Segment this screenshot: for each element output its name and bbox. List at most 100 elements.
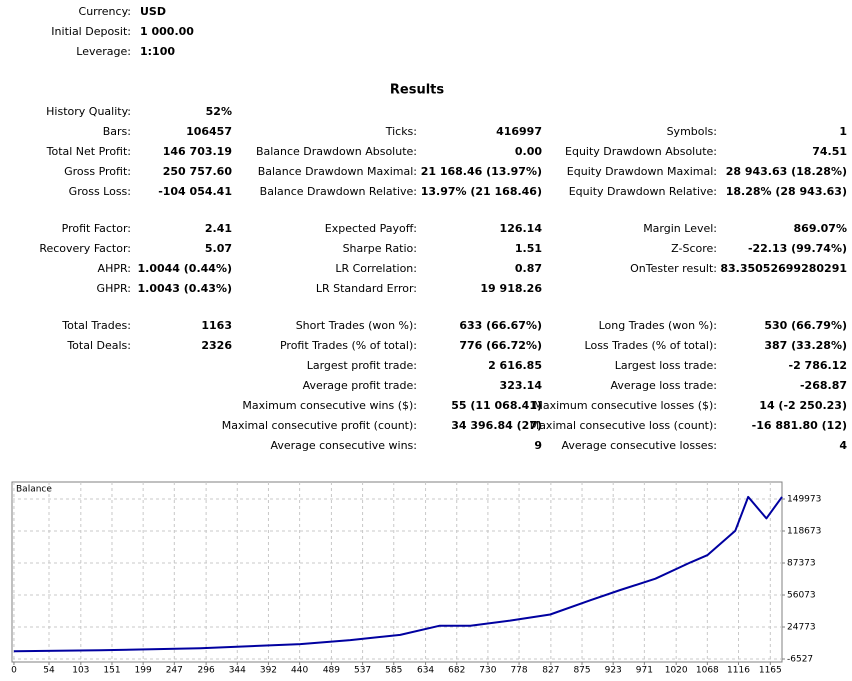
result-label: Bars: [103,125,131,138]
summary-label: Leverage: [76,45,131,58]
result-label: Expected Payoff: [325,222,417,235]
result-value: -104 054.41 [158,185,232,198]
summary-label: Initial Deposit: [51,25,131,38]
x-tick-label: 971 [636,666,653,676]
x-tick-label: 634 [417,666,434,676]
x-tick-label: 682 [448,666,465,676]
x-tick-label: 392 [260,666,277,676]
x-tick-label: 296 [198,666,215,676]
result-label: LR Standard Error: [316,282,417,295]
result-value: 74.51 [812,145,847,158]
result-label: Long Trades (won %): [599,319,717,332]
summary-value: USD [140,5,166,18]
result-value: 83.35052699280291 [720,262,847,275]
x-tick-label: 585 [385,666,402,676]
result-label: Total Net Profit: [46,145,131,158]
result-value: 1 [839,125,847,138]
result-value: 776 (66.72%) [459,339,542,352]
result-label: Equity Drawdown Relative: [569,185,717,198]
result-value: 34 396.84 (27) [451,419,542,432]
result-value: -16 881.80 (12) [752,419,847,432]
result-label: Maximal consecutive profit (count): [222,419,417,432]
result-value: 106457 [186,125,232,138]
result-label: GHPR: [97,282,131,295]
result-value: 1.51 [515,242,542,255]
result-value: 1.0043 (0.43%) [138,282,233,295]
result-value: -22.13 (99.74%) [748,242,847,255]
result-value: 633 (66.67%) [459,319,542,332]
result-value: 323.14 [500,379,543,392]
x-tick-label: 54 [43,666,55,676]
x-tick-label: 827 [542,666,559,676]
result-value: 21 168.46 (13.97%) [421,165,542,178]
x-tick-label: 923 [605,666,622,676]
y-tick-label: 56073 [787,591,816,601]
result-label: Balance Drawdown Relative: [260,185,417,198]
y-tick-label: 149973 [787,494,821,504]
result-value: 250 757.60 [163,165,233,178]
result-value: 13.97% (21 168.46) [421,185,542,198]
result-label: Gross Profit: [64,165,131,178]
result-value: 18.28% (28 943.63) [726,185,847,198]
x-tick-label: 1020 [665,666,688,676]
result-label: Profit Trades (% of total): [280,339,417,352]
result-label: Sharpe Ratio: [343,242,417,255]
y-tick-label: -6527 [787,655,813,665]
x-tick-label: 247 [166,666,183,676]
result-label: Largest loss trade: [615,359,717,372]
result-value: 126.14 [500,222,543,235]
chart-frame [11,481,783,663]
result-value: 4 [839,439,847,452]
result-label: Maximum consecutive wins ($): [242,399,417,412]
result-value: 2.41 [205,222,232,235]
result-label: Short Trades (won %): [296,319,417,332]
x-tick-label: 103 [72,666,89,676]
result-label: Balance Drawdown Absolute: [256,145,417,158]
result-value: 530 (66.79%) [764,319,847,332]
result-value: 5.07 [205,242,232,255]
legend-label: Balance [16,485,52,495]
result-label: Total Trades: [61,319,131,332]
result-label: Z-Score: [671,242,717,255]
result-label: Gross Loss: [69,185,131,198]
x-tick-label: 1165 [759,666,782,676]
result-label: Average consecutive wins: [270,439,417,452]
result-value: 146 703.19 [163,145,232,158]
x-tick-label: 875 [573,666,590,676]
result-label: Ticks: [385,125,417,138]
x-tick-label: 778 [510,666,527,676]
result-value: 19 918.26 [480,282,542,295]
result-value: 1163 [201,319,232,332]
result-value: 9 [534,439,542,452]
x-tick-label: 0 [11,666,17,676]
result-value: 387 (33.28%) [764,339,847,352]
x-tick-label: 199 [135,666,152,676]
y-tick-label: 118673 [787,527,821,537]
result-value: 1.0044 (0.44%) [138,262,233,275]
result-value: 0.00 [515,145,542,158]
result-label: Average consecutive losses: [561,439,717,452]
result-label: Total Deals: [66,339,131,352]
x-tick-label: 1116 [727,666,750,676]
result-label: Average profit trade: [303,379,417,392]
result-label: Balance Drawdown Maximal: [258,165,417,178]
results-title: Results [390,83,444,98]
result-value: -2 786.12 [789,359,848,372]
y-tick-label: 87373 [787,559,816,569]
result-label: Symbols: [667,125,717,138]
y-tick-label: 24773 [787,623,816,633]
result-label: Maximal consecutive loss (count): [530,419,717,432]
balance-line [13,495,783,653]
result-value: 416997 [496,125,542,138]
x-tick-label: 537 [354,666,371,676]
result-label: Profit Factor: [62,222,131,235]
x-tick-label: 730 [479,666,496,676]
x-tick-label: 151 [103,666,120,676]
summary-label: Currency: [79,5,131,18]
summary-value: 1 000.00 [140,25,194,38]
result-label: Recovery Factor: [39,242,131,255]
result-label: AHPR: [98,262,131,275]
result-label: Loss Trades (% of total): [585,339,717,352]
